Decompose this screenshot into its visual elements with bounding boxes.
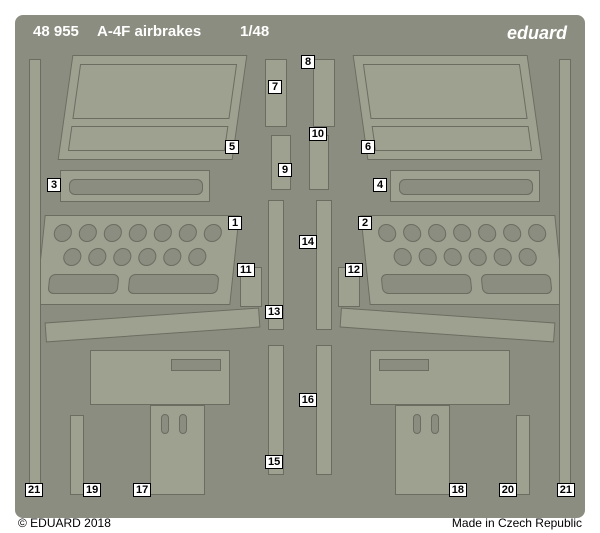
page-container: 48 955 A-4F airbrakes 1/48 eduard [0, 0, 600, 533]
label-16: 16 [299, 393, 317, 407]
label-2: 2 [358, 216, 372, 230]
label-6: 6 [361, 140, 375, 154]
lplate-18top [370, 350, 510, 405]
label-18: 18 [449, 483, 467, 497]
label-4: 4 [373, 178, 387, 192]
label-21a: 21 [25, 483, 43, 497]
title-text: A-4F airbrakes [97, 23, 201, 40]
brand-text: eduard [507, 23, 567, 44]
label-19: 19 [83, 483, 101, 497]
label-12: 12 [345, 263, 363, 277]
label-8: 8 [301, 55, 315, 69]
label-17: 17 [133, 483, 151, 497]
rail-21-right [559, 59, 571, 497]
scale-text: 1/48 [240, 23, 269, 40]
label-9: 9 [278, 163, 292, 177]
vpart-16 [316, 345, 332, 475]
diag-1 [45, 308, 261, 343]
label-20: 20 [499, 483, 517, 497]
circle-panel-right [360, 215, 564, 305]
label-7: 7 [268, 80, 282, 94]
rail-21-left [29, 59, 41, 497]
lplate-17top [90, 350, 230, 405]
panel-left-top [58, 55, 248, 160]
lplate-17stem [150, 405, 205, 495]
label-1: 1 [228, 216, 242, 230]
vpart-8 [313, 59, 335, 127]
sku-text: 48 955 [33, 23, 79, 40]
bar-left-3 [60, 170, 210, 202]
diag-2 [340, 308, 556, 343]
label-10: 10 [309, 127, 327, 141]
thin-20 [516, 415, 530, 495]
label-13: 13 [265, 305, 283, 319]
bar-right-4 [390, 170, 540, 202]
madein-text: Made in Czech Republic [452, 516, 582, 530]
thin-19 [70, 415, 84, 495]
lplate-18stem [395, 405, 450, 495]
copyright-text: © EDUARD 2018 [18, 516, 111, 530]
label-21b: 21 [557, 483, 575, 497]
vpart-14 [316, 200, 332, 330]
vpart-10 [309, 135, 329, 190]
circle-panel-left [35, 215, 239, 305]
label-11: 11 [237, 263, 255, 277]
label-15: 15 [265, 455, 283, 469]
fret-frame: 48 955 A-4F airbrakes 1/48 eduard [15, 15, 585, 518]
label-14: 14 [299, 235, 317, 249]
label-3: 3 [47, 178, 61, 192]
panel-right-top [353, 55, 543, 160]
label-5: 5 [225, 140, 239, 154]
